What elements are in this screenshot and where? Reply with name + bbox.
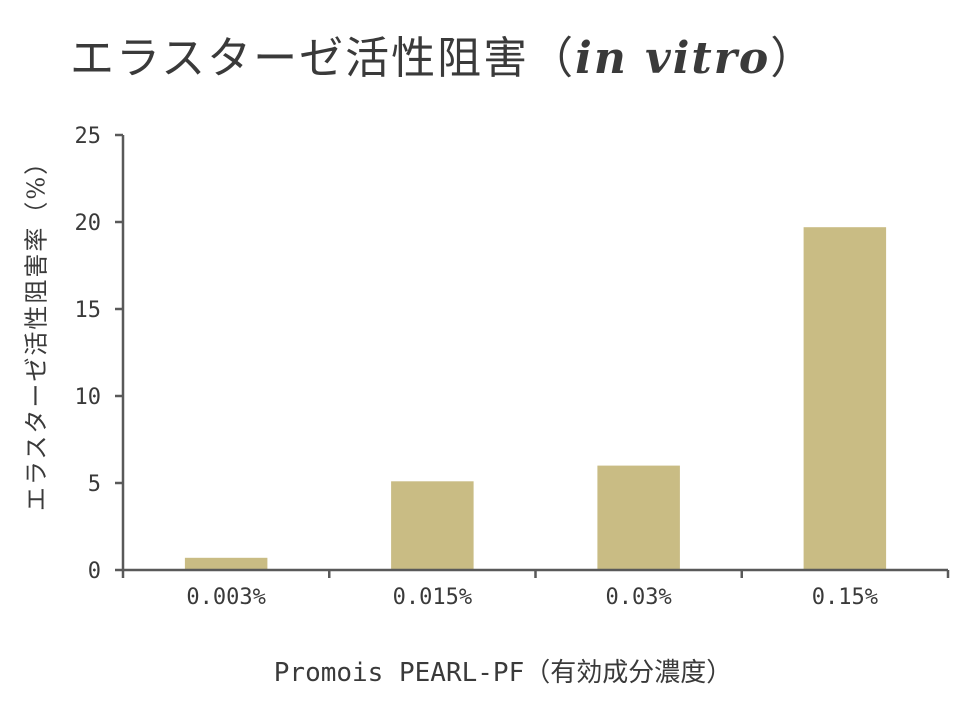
x-tick-label-0: 0.003% bbox=[186, 585, 265, 610]
y-tick-label-4: 20 bbox=[75, 211, 102, 236]
chart-title: エラスターゼ活性阻害（in vitro） bbox=[70, 22, 816, 86]
x-axis-label: Promois PEARL-PF（有効成分濃度） bbox=[273, 658, 733, 688]
x-tick-label-3: 0.15% bbox=[812, 585, 878, 610]
chart-title-paren-close: ） bbox=[770, 33, 817, 84]
chart-title-paren-open: （ bbox=[529, 33, 576, 84]
bar-0 bbox=[184, 557, 268, 570]
x-tick-label-2: 0.03% bbox=[606, 585, 672, 610]
y-tick-label-0: 0 bbox=[88, 559, 101, 584]
bar-3 bbox=[803, 227, 887, 570]
y-tick-label-3: 15 bbox=[75, 298, 102, 323]
y-tick-label-1: 5 bbox=[88, 472, 101, 497]
bar-2 bbox=[597, 465, 680, 570]
y-tick-label-5: 25 bbox=[75, 124, 102, 149]
y-tick-label-2: 10 bbox=[75, 385, 102, 410]
chart-title-italic: in vitro bbox=[575, 33, 771, 84]
bar-1 bbox=[391, 481, 474, 570]
x-tick-label-1: 0.015% bbox=[393, 585, 472, 610]
chart-title-main: エラスターゼ活性阻害 bbox=[70, 33, 530, 84]
